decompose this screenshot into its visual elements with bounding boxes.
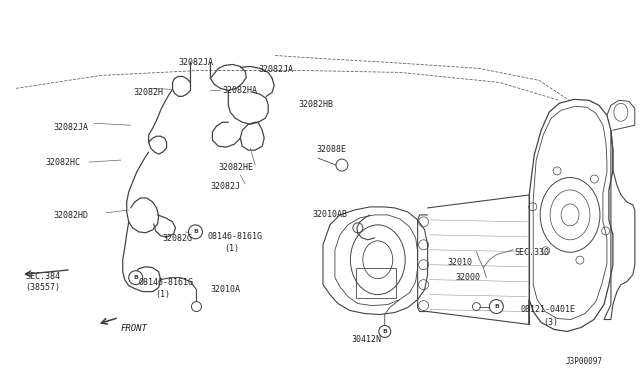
Text: 32082HB: 32082HB [298, 100, 333, 109]
Text: 32082G: 32082G [163, 234, 193, 243]
Text: SEC.330: SEC.330 [515, 248, 549, 257]
Text: 08121-0401E: 08121-0401E [520, 305, 575, 314]
Circle shape [189, 225, 202, 239]
Text: 32082H: 32082H [134, 89, 164, 97]
Text: 32082HE: 32082HE [218, 163, 253, 172]
Text: SEC.384: SEC.384 [25, 272, 60, 281]
Text: B: B [382, 329, 387, 334]
Text: 32082JA: 32082JA [258, 65, 293, 74]
Text: 32000: 32000 [456, 273, 481, 282]
Text: J3P00097: J3P00097 [566, 357, 603, 366]
Text: (3): (3) [543, 318, 558, 327]
Text: 32082HD: 32082HD [53, 211, 88, 220]
Text: 32010A: 32010A [211, 285, 241, 294]
Text: 32010AB: 32010AB [312, 210, 347, 219]
Text: 32088E: 32088E [316, 145, 346, 154]
Text: 32082J: 32082J [211, 182, 241, 191]
Circle shape [379, 326, 391, 337]
Text: 32082JA: 32082JA [53, 123, 88, 132]
Text: 32082HA: 32082HA [222, 86, 257, 95]
Text: 08146-8161G: 08146-8161G [139, 278, 194, 287]
Text: 30412N: 30412N [352, 336, 382, 344]
Text: 08146-8161G: 08146-8161G [207, 232, 262, 241]
Circle shape [129, 271, 143, 285]
Text: 32082HC: 32082HC [45, 158, 80, 167]
Text: (38557): (38557) [25, 283, 60, 292]
Text: B: B [193, 229, 198, 234]
Text: 32082JA: 32082JA [178, 58, 213, 67]
Text: B: B [494, 304, 499, 309]
Text: 32010: 32010 [447, 258, 472, 267]
Text: (1): (1) [225, 244, 239, 253]
Text: FRONT: FRONT [121, 324, 148, 333]
Text: (1): (1) [156, 290, 171, 299]
Circle shape [490, 299, 503, 314]
Text: B: B [133, 275, 138, 280]
